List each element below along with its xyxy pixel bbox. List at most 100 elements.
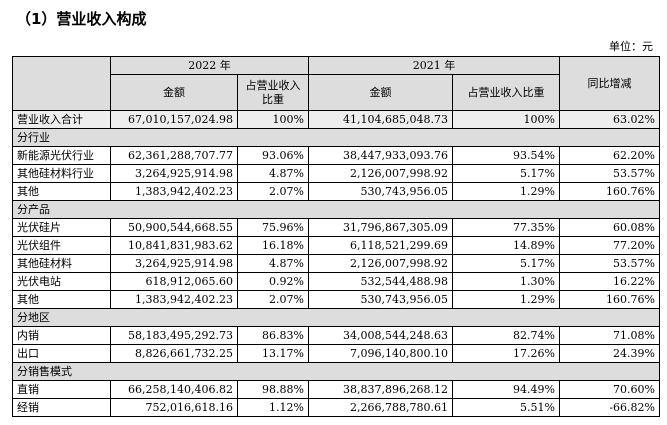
cell: 752,016,618.16 <box>110 398 238 417</box>
cell: 618,912,065.60 <box>110 272 238 291</box>
cell: 16.18% <box>237 236 309 255</box>
cell: 63.02% <box>559 110 660 129</box>
data-row: 营业收入合计 67,010,157,024.98 100% 41,104,685,04… <box>12 110 660 129</box>
cell: 分行业 <box>12 128 660 147</box>
cell: 17.26% <box>452 344 560 363</box>
cell: 其他 <box>12 182 111 201</box>
cell: 53.57% <box>559 254 660 273</box>
cell: 2,126,007,998.92 <box>308 254 453 273</box>
cell: 75.96% <box>237 218 309 237</box>
header-cell: 金额 <box>110 74 238 111</box>
cell: 100% <box>452 110 560 129</box>
cell: 6,118,521,299.69 <box>308 236 453 255</box>
cell: 营业收入合计 <box>12 110 111 129</box>
cell: 93.54% <box>452 146 560 165</box>
cell: 4.87% <box>237 254 309 273</box>
cell: 71.08% <box>559 326 660 345</box>
header-cell: 占营业收入比重 <box>452 74 560 111</box>
cell: 3,264,925,914.98 <box>110 254 238 273</box>
cell: 7,096,140,800.10 <box>308 344 453 363</box>
cell: 2.07% <box>237 182 309 201</box>
cell: 77.35% <box>452 218 560 237</box>
cell: 1.29% <box>452 182 560 201</box>
cell: 93.06% <box>237 146 309 165</box>
cell: 1,383,942,402.23 <box>110 182 238 201</box>
cell: 34,008,544,248.63 <box>308 326 453 345</box>
data-row: 光伏电站 618,912,065.60 0.92% 532,544,488.98 1.3… <box>12 272 660 291</box>
cell: 86.83% <box>237 326 309 345</box>
cell: 38,837,896,268.12 <box>308 380 453 399</box>
cell: 66,258,140,406.82 <box>110 380 238 399</box>
cell: 94.49% <box>452 380 560 399</box>
cell: 82.74% <box>452 326 560 345</box>
cell: 经销 <box>12 398 111 417</box>
cell: 其他 <box>12 290 111 309</box>
header-row: 2022 年 2021 年 同比增减 <box>12 56 660 111</box>
cell: 光伏电站 <box>12 272 111 291</box>
cell: 新能源光伏行业 <box>12 146 111 165</box>
cell: 5.17% <box>452 164 560 183</box>
cell: 3,264,925,914.98 <box>110 164 238 183</box>
cell: 1,383,942,402.23 <box>110 290 238 309</box>
data-row: 其他硅材料 3,264,925,914.98 4.87% 2,126,007,998.… <box>12 254 660 273</box>
cell: 5.51% <box>452 398 560 417</box>
cell: 77.20% <box>559 236 660 255</box>
header-cell: 同比增减 <box>559 56 660 111</box>
cell: 8,826,661,732.25 <box>110 344 238 363</box>
cell: 2,266,788,780.61 <box>308 398 453 417</box>
cell: 98.88% <box>237 380 309 399</box>
cell: 58,183,495,292.73 <box>110 326 238 345</box>
cell: 其他硅材料 <box>12 254 111 273</box>
cell: 67,010,157,024.98 <box>110 110 238 129</box>
data-row: 其他 1,383,942,402.23 2.07% 530,743,956.05 1.2… <box>12 290 660 309</box>
header-cell <box>12 56 111 111</box>
title: （1）营业收入构成 <box>16 10 147 28</box>
data-row: 光伏硅片 50,900,544,668.55 75.96% 31,796,867,30… <box>12 218 660 237</box>
cell: 2.07% <box>237 290 309 309</box>
cell: 160.76% <box>559 182 660 201</box>
cell: -66.82% <box>559 398 660 417</box>
cell: 14.89% <box>452 236 560 255</box>
cell: 其他硅材料行业 <box>12 164 111 183</box>
cell: 41,104,685,048.73 <box>308 110 453 129</box>
cell: 24.39% <box>559 344 660 363</box>
cell: 100% <box>237 110 309 129</box>
cell: 出口 <box>12 344 111 363</box>
cell: 53.57% <box>559 164 660 183</box>
section-row: 分地区 <box>12 308 660 327</box>
cell: 1.12% <box>237 398 309 417</box>
cell: 530,743,956.05 <box>308 182 453 201</box>
data-row: 出口 8,826,661,732.25 13.17% 7,096,140,800.10… <box>12 344 660 363</box>
cell: 50,900,544,668.55 <box>110 218 238 237</box>
cell: 530,743,956.05 <box>308 290 453 309</box>
header-row: 金额 占营业收入比重 金额 占营业收入比重 <box>13 74 660 111</box>
cell: 光伏组件 <box>12 236 111 255</box>
cell: 直销 <box>12 380 111 399</box>
table-body: 2022 年 2021 年 同比增减 金额 占营业收入比重 金额 占营业收入比重… <box>12 56 660 417</box>
cell: 13.17% <box>237 344 309 363</box>
data-row: 经销 752,016,618.16 1.12% 2,266,788,780.61 5.5… <box>12 398 660 417</box>
cell: 分销售模式 <box>12 362 660 381</box>
cell: 4.87% <box>237 164 309 183</box>
header-cell: 占营业收入比重 <box>237 74 309 111</box>
cell: 31,796,867,305.09 <box>308 218 453 237</box>
cell: 62,361,288,707.77 <box>110 146 238 165</box>
cell: 1.29% <box>452 290 560 309</box>
unit: 单位：元 <box>609 40 653 53</box>
header-cell: 2022 年 <box>110 56 309 75</box>
cell: 70.60% <box>559 380 660 399</box>
revenue-table: 2022 年 2021 年 同比增减 金额 占营业收入比重 金额 占营业收入比重… <box>12 56 660 417</box>
cell: 2,126,007,998.92 <box>308 164 453 183</box>
cell: 38,447,933,093.76 <box>308 146 453 165</box>
header-cell: 金额 <box>308 74 453 111</box>
data-row: 其他 1,383,942,402.23 2.07% 530,743,956.05 1.2… <box>12 182 660 201</box>
cell: 532,544,488.98 <box>308 272 453 291</box>
cell: 160.76% <box>559 290 660 309</box>
cell: 0.92% <box>237 272 309 291</box>
cell: 60.08% <box>559 218 660 237</box>
cell: 分产品 <box>12 200 660 219</box>
cell: 10,841,831,983.62 <box>110 236 238 255</box>
data-row: 直销 66,258,140,406.82 98.88% 38,837,896,268.… <box>12 380 660 399</box>
cell: 16.22% <box>559 272 660 291</box>
